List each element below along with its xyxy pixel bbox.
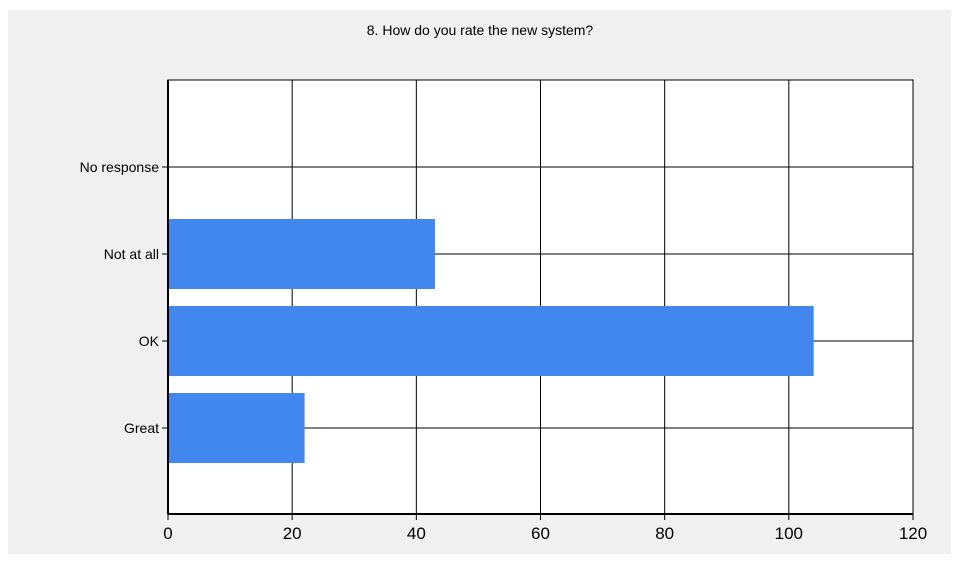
- y-tick-label: Not at all: [104, 246, 159, 262]
- x-tick-label: 100: [775, 524, 803, 543]
- x-tick-label: 80: [655, 524, 674, 543]
- tick-labels: 0 20 40 60 80 100 120 No response Not at all OK Gr…: [80, 159, 928, 543]
- chart-title: 8. How do you rate the new system?: [366, 22, 594, 38]
- bar-ok: [168, 306, 814, 376]
- x-tick-label: 40: [407, 524, 426, 543]
- y-tick-label: No response: [80, 159, 160, 175]
- x-tick-label: 60: [531, 524, 550, 543]
- x-tick-label: 0: [163, 524, 172, 543]
- x-tick-label: 20: [283, 524, 302, 543]
- y-tick-label: Great: [124, 420, 159, 436]
- bar-great: [168, 393, 305, 463]
- bar-not-at-all: [168, 219, 435, 289]
- axes: [162, 79, 914, 520]
- bars: [168, 219, 814, 463]
- x-tick-label: 120: [899, 524, 927, 543]
- y-tick-label: OK: [139, 333, 160, 349]
